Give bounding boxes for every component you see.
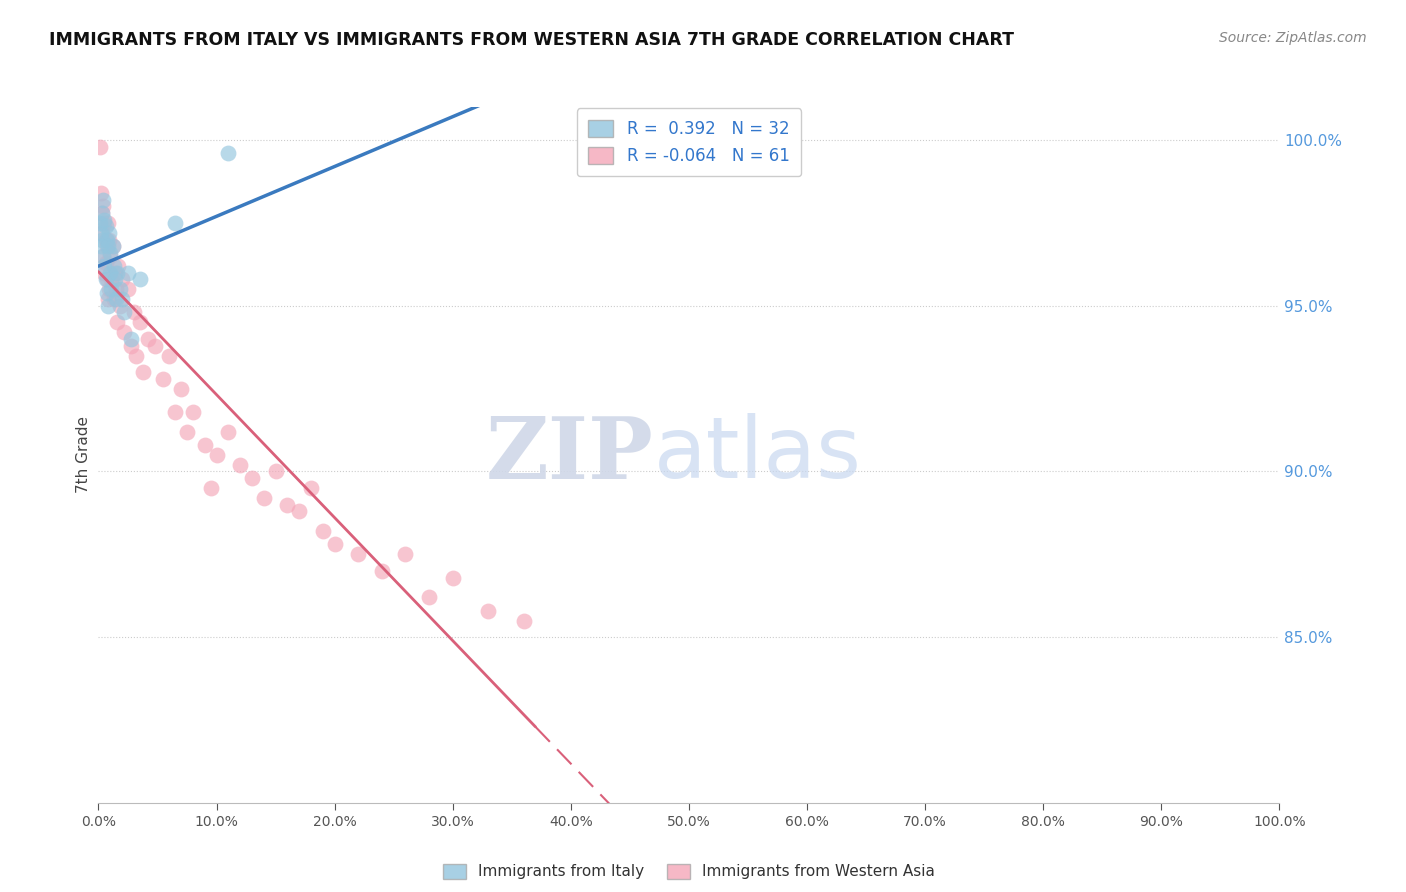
Point [96,272,118,286]
Text: Source: ZipAtlas.com: Source: ZipAtlas.com [1219,31,1367,45]
Point [98,249,121,263]
Point [128,315,150,329]
Point [176,425,198,439]
Point [371,564,394,578]
Legend: Immigrants from Italy, Immigrants from Western Asia: Immigrants from Italy, Immigrants from W… [437,857,941,886]
Text: IMMIGRANTS FROM ITALY VS IMMIGRANTS FROM WESTERN ASIA 7TH GRADE CORRELATION CHAR: IMMIGRANTS FROM ITALY VS IMMIGRANTS FROM… [49,31,1014,49]
Point [91,233,114,247]
Point [205,448,228,462]
Point [477,604,499,618]
Point [104,272,127,286]
Point [264,465,287,479]
Point [93,212,115,227]
Point [122,305,145,319]
Point [98,282,121,296]
Y-axis label: 7th Grade: 7th Grade [76,417,91,493]
Point [98,233,121,247]
Point [165,216,187,230]
Point [96,239,118,253]
Point [96,285,118,300]
Point [394,547,416,561]
Point [91,206,114,220]
Point [108,282,131,296]
Point [94,256,117,270]
Point [91,226,114,240]
Text: ZIP: ZIP [485,413,654,497]
Point [105,282,128,296]
Point [152,372,174,386]
Point [97,216,120,230]
Point [217,425,239,439]
Point [136,332,159,346]
Point [91,206,114,220]
Point [512,614,534,628]
Point [170,382,193,396]
Point [181,405,204,419]
Point [91,199,114,213]
Point [132,365,155,379]
Point [101,239,124,253]
Point [117,266,139,280]
Point [112,326,135,340]
Point [104,266,127,280]
Point [299,481,322,495]
Point [94,219,117,234]
Point [105,315,128,329]
Point [112,305,135,319]
Point [98,226,121,240]
Point [94,272,117,286]
Point [441,570,464,584]
Point [91,249,114,263]
Point [347,547,370,561]
Point [89,216,111,230]
Point [143,338,166,352]
Point [117,282,139,296]
Point [276,498,298,512]
Point [90,226,112,240]
Point [105,266,128,280]
Point [97,292,120,306]
Point [312,524,335,538]
Point [98,245,121,260]
Point [111,272,134,286]
Point [93,216,115,230]
Point [98,266,121,280]
Point [93,266,115,280]
Point [90,186,112,201]
Point [125,349,148,363]
Point [121,338,143,352]
Point [103,259,125,273]
Point [157,349,180,363]
Point [103,292,125,306]
Point [200,481,222,495]
Point [91,249,114,263]
Text: atlas: atlas [654,413,862,497]
Point [418,591,440,605]
Point [229,458,252,472]
Point [323,537,346,551]
Point [101,239,124,253]
Point [100,272,122,286]
Point [121,332,143,346]
Point [240,471,263,485]
Point [96,233,118,247]
Point [288,504,311,518]
Point [94,233,117,247]
Point [111,292,134,306]
Point [108,299,131,313]
Point [97,299,120,313]
Point [91,193,114,207]
Point [253,491,276,505]
Point [97,239,120,253]
Point [165,405,187,419]
Point [93,259,115,273]
Point [128,272,150,286]
Point [105,292,128,306]
Point [107,259,129,273]
Point [89,140,111,154]
Point [217,146,239,161]
Point [100,282,122,296]
Point [90,239,112,253]
Point [194,438,217,452]
